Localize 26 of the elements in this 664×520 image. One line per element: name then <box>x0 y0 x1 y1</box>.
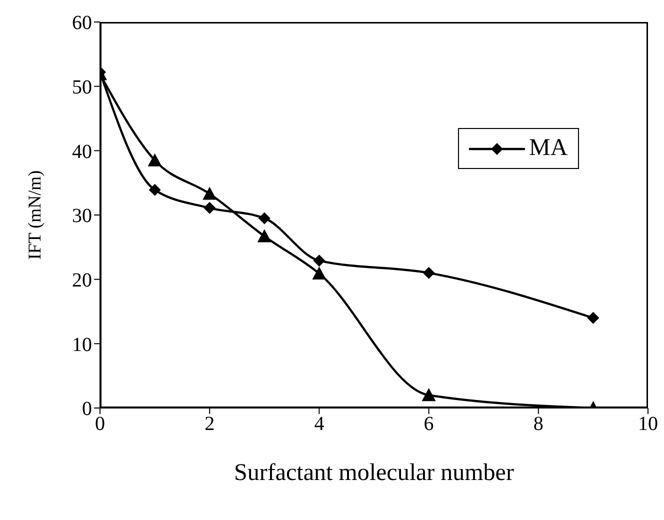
x-tick-label: 8 <box>533 413 544 436</box>
y-axis-title: IFT (mN/m) <box>24 170 44 260</box>
y-tick-label: 60 <box>72 12 92 34</box>
point <box>258 212 270 224</box>
y-tick-label: 40 <box>72 140 92 163</box>
x-tick-label: 6 <box>424 413 434 436</box>
y-tick-label: 0 <box>82 398 92 420</box>
x-tick-label: 2 <box>204 413 215 436</box>
y-tick-label: 10 <box>72 334 92 356</box>
legend-label: MA <box>529 135 568 162</box>
point <box>313 254 326 267</box>
point <box>204 202 216 214</box>
x-tick-label: 4 <box>314 413 324 436</box>
point <box>587 312 600 324</box>
y-tick-label: 30 <box>72 205 92 228</box>
y-tick-label: 50 <box>72 76 92 98</box>
x-axis-title: Surfactant molecular number <box>234 460 514 486</box>
point <box>148 153 162 166</box>
point <box>422 266 435 279</box>
point <box>422 388 436 402</box>
point <box>148 184 161 196</box>
point <box>202 186 217 200</box>
y-tick-label: 20 <box>72 269 92 292</box>
x-tick-label: 10 <box>638 413 658 436</box>
point <box>257 229 272 242</box>
point <box>312 266 326 280</box>
